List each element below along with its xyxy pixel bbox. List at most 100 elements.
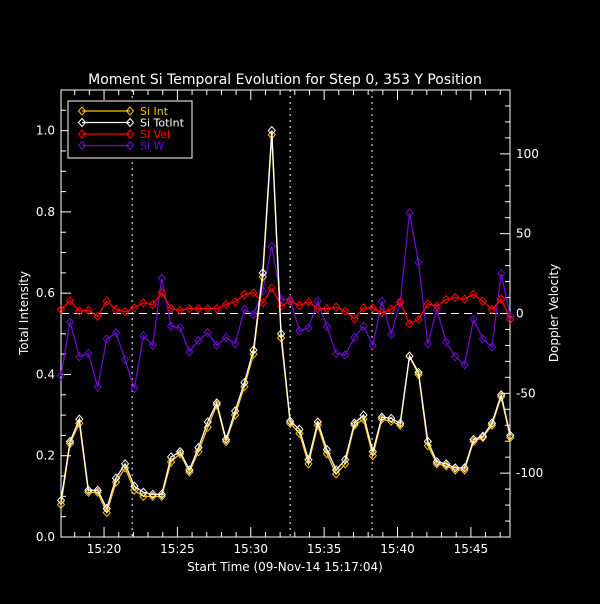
x-tick-label: 15:20 [87, 542, 122, 556]
legend-marker-si-w [125, 140, 135, 151]
data-point-si-int [194, 446, 203, 457]
series-line-si-w [60, 212, 511, 389]
data-point-si-totint [185, 465, 194, 475]
data-point-si-vel [423, 299, 432, 309]
y-axis-label: Total Intensity [17, 271, 31, 356]
data-point-si-int [240, 381, 249, 392]
data-point-si-totint [460, 463, 469, 473]
data-point-si-totint [102, 503, 111, 514]
data-point-si-totint [175, 446, 185, 457]
data-point-si-w [359, 321, 368, 332]
data-point-si-totint [478, 431, 488, 441]
data-point-si-vel [230, 297, 240, 307]
y-tick-label: 0.8 [36, 205, 55, 219]
data-point-si-vel [331, 302, 341, 312]
data-point-si-totint [304, 455, 313, 465]
data-point-si-int [102, 507, 111, 518]
data-point-si-vel [487, 304, 497, 315]
data-point-si-vel [120, 307, 130, 317]
data-point-si-w [120, 355, 130, 365]
data-point-si-w [84, 348, 93, 359]
data-point-si-w [221, 332, 231, 343]
data-point-si-vel [65, 295, 75, 306]
data-point-si-int [331, 469, 341, 479]
y2-tick-label: 0 [516, 307, 524, 321]
data-point-si-w [469, 314, 478, 325]
data-point-si-int [56, 499, 66, 510]
y2-axis-label: Doppler Velocity [547, 264, 561, 362]
y2-tick-label: 100 [516, 147, 539, 161]
chart-title: Moment Si Temporal Evolution for Step 0,… [88, 72, 482, 88]
data-point-si-w [148, 340, 157, 351]
data-point-si-totint [65, 436, 75, 447]
data-point-si-w [157, 273, 166, 284]
data-point-si-vel [304, 297, 313, 307]
data-point-si-vel [386, 304, 396, 315]
legend-label-si-w: Si W [140, 140, 165, 153]
data-point-si-vel [276, 301, 286, 311]
data-point-si-vel [267, 283, 276, 293]
data-point-si-w [56, 371, 66, 381]
legend-marker-si-w [77, 140, 87, 151]
data-point-si-w [368, 340, 377, 351]
legend-marker-si-totint [125, 117, 135, 128]
data-point-si-vel [212, 303, 221, 314]
data-point-si-w [451, 351, 460, 362]
data-point-si-int [230, 410, 240, 420]
y2-tick-label: -50 [516, 386, 536, 400]
y-tick-label: 0.4 [36, 367, 55, 381]
data-point-si-totint [166, 452, 176, 462]
data-point-si-totint [84, 485, 93, 496]
data-point-si-vel [432, 301, 442, 311]
data-point-si-int [368, 450, 377, 461]
data-point-si-int [111, 477, 121, 487]
data-point-si-int [322, 448, 331, 459]
data-point-si-totint [285, 416, 295, 426]
data-point-si-w [405, 208, 414, 218]
data-point-si-totint [148, 489, 157, 500]
data-point-si-int [258, 272, 267, 282]
legend-label-si-totint: Si TotInt [140, 117, 185, 130]
data-point-si-totint [276, 329, 286, 339]
data-point-si-vel [240, 289, 249, 300]
data-point-si-totint [221, 434, 231, 445]
data-point-si-vel [75, 306, 84, 316]
y2-tick-label: 50 [516, 227, 531, 241]
data-point-si-w [442, 337, 451, 347]
data-point-si-w [130, 383, 139, 394]
legend-marker-si-totint [77, 117, 87, 128]
data-point-si-w [460, 359, 469, 370]
data-point-si-w [102, 334, 111, 344]
data-point-si-totint [432, 457, 442, 467]
x-tick-label: 15:30 [233, 542, 268, 556]
data-point-si-vel [396, 297, 405, 307]
data-point-si-vel [405, 319, 414, 329]
data-point-si-w [478, 334, 488, 344]
data-point-si-vel [249, 287, 258, 298]
data-point-si-vel [350, 314, 359, 324]
data-point-si-totint [212, 398, 221, 408]
data-point-si-totint [341, 455, 350, 465]
data-point-si-vel [368, 303, 377, 313]
data-point-si-vel [341, 306, 350, 316]
series-si-int [56, 129, 515, 518]
data-point-si-int [249, 349, 258, 359]
data-point-si-int [130, 485, 139, 496]
series-line-si-totint [60, 130, 511, 511]
data-point-si-w [396, 298, 405, 308]
data-point-si-w [487, 342, 497, 352]
data-point-si-w [166, 321, 176, 332]
data-point-si-vel [130, 303, 139, 313]
data-point-si-w [185, 347, 194, 357]
data-point-si-w [497, 268, 506, 279]
data-point-si-w [203, 327, 212, 338]
data-point-si-vel [359, 303, 368, 313]
data-point-si-vel [322, 303, 331, 314]
data-point-si-vel [194, 303, 203, 314]
data-point-si-w [322, 321, 331, 332]
data-point-si-w [423, 339, 432, 349]
data-point-si-totint [139, 487, 148, 498]
data-point-si-totint [386, 413, 396, 424]
data-point-si-vel [414, 314, 423, 325]
data-point-si-totint [359, 410, 368, 420]
